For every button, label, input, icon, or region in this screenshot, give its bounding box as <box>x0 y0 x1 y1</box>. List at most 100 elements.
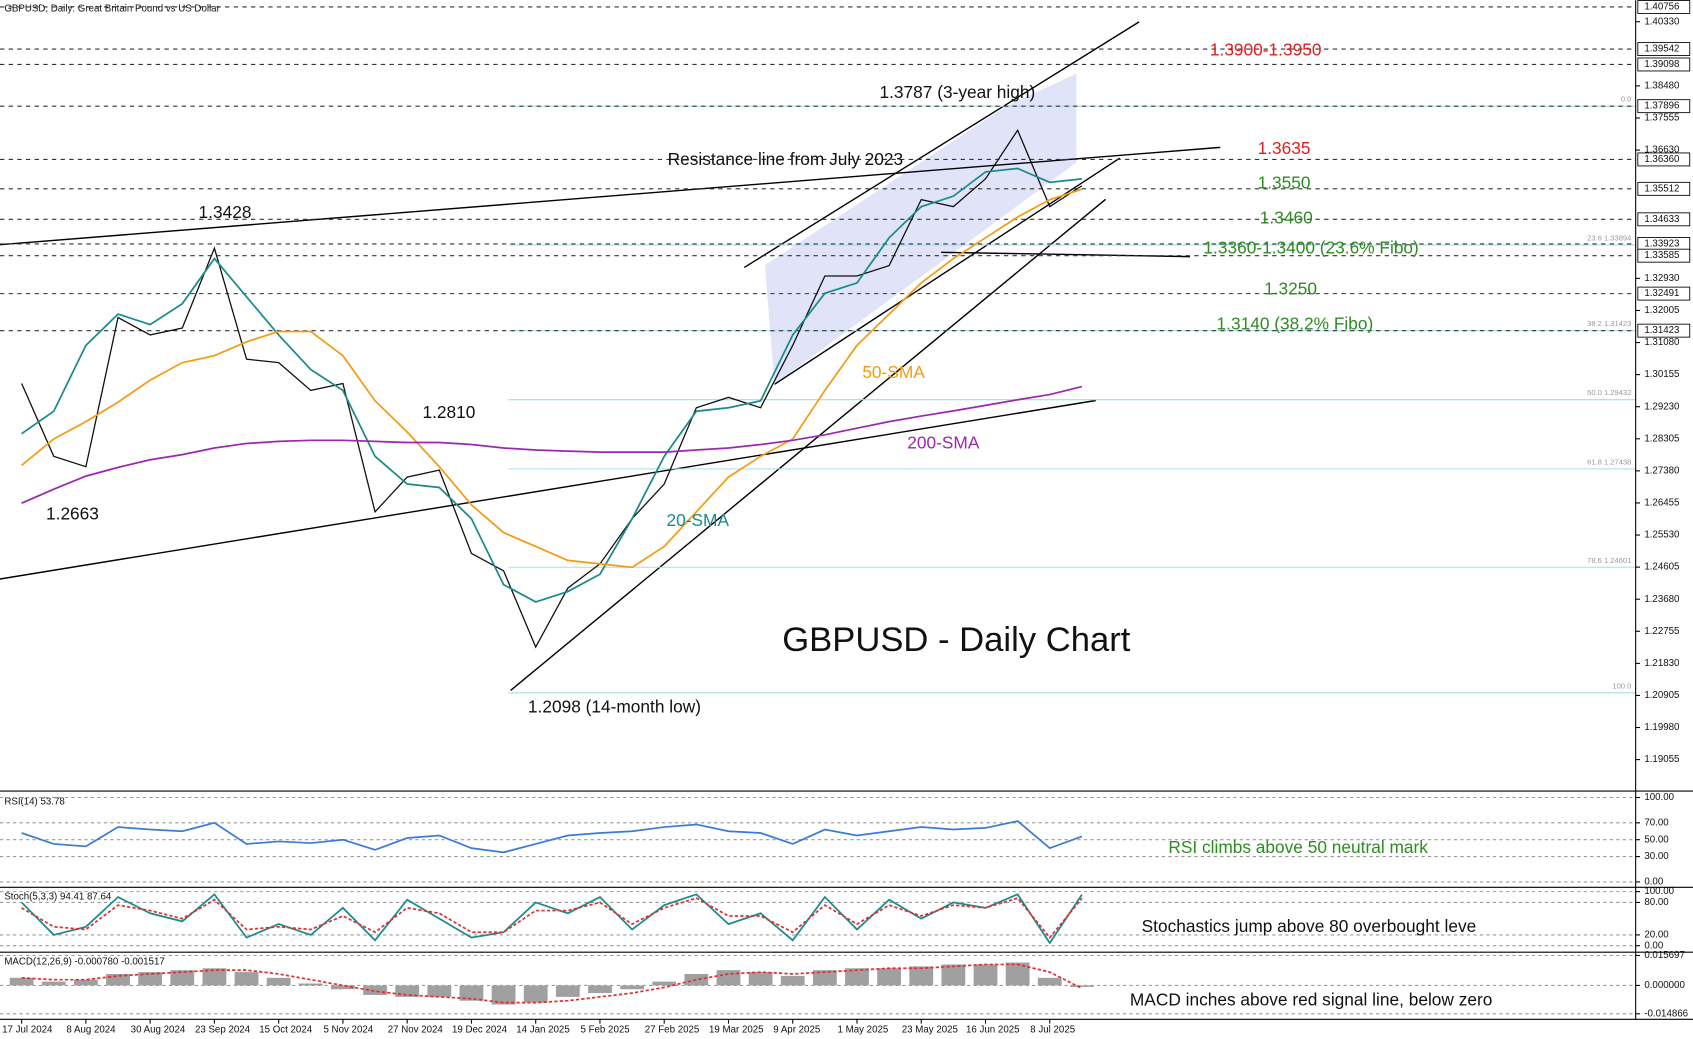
y-tick-label: 1.19980 <box>1644 722 1680 733</box>
y-tick-label: 1.36630 <box>1644 145 1680 156</box>
y-tick-label: 1.31080 <box>1644 337 1680 348</box>
bar <box>1037 977 1062 986</box>
price-line <box>21 128 1083 649</box>
level-box <box>1637 181 1691 196</box>
level-label: 1.37896 <box>1644 101 1679 112</box>
bar <box>941 964 966 986</box>
level-box <box>1637 99 1691 114</box>
annotation: 200-SMA <box>907 432 980 452</box>
level-label: 1.36360 <box>1644 154 1680 165</box>
bar <box>427 985 452 997</box>
bar <box>138 972 163 986</box>
x-tick-label: 23 Sep 2024 <box>195 1025 251 1036</box>
bar <box>363 985 387 995</box>
annotation: 1.2663 <box>46 504 99 524</box>
bar <box>555 985 580 997</box>
annotation: 1.3428 <box>199 202 252 222</box>
bar <box>266 977 291 986</box>
level-label: 1.32491 <box>1644 288 1679 299</box>
annotation: 1.2810 <box>422 402 475 422</box>
fibo-label: 100.0 <box>1612 681 1631 690</box>
bar <box>716 970 741 986</box>
bar <box>652 981 677 986</box>
bar <box>1005 962 1030 986</box>
fibo-label: 23.6 1.33894 <box>1587 233 1631 242</box>
resistance-line <box>0 146 1221 246</box>
y-tick-label: 1.25530 <box>1644 530 1680 541</box>
fibo-label: 38.2 1.31423 <box>1587 319 1631 328</box>
x-tick-label: 14 Jan 2025 <box>516 1025 570 1036</box>
x-tick-label: 16 Jun 2025 <box>966 1025 1020 1036</box>
y-tick-label: 0.00 <box>1644 940 1664 951</box>
bar <box>877 968 902 986</box>
y-tick-label: 30.00 <box>1644 851 1669 862</box>
annotation: 1.3140 (38.2% Fibo) <box>1217 313 1374 333</box>
fibo-label: 50.0 1.29432 <box>1587 388 1631 397</box>
support-line <box>510 198 1107 691</box>
bar <box>73 979 98 986</box>
x-tick-label: 9 Apr 2025 <box>773 1025 820 1036</box>
y-tick-label: -0.014866 <box>1644 1008 1688 1019</box>
y-tick-label: 1.24605 <box>1644 562 1679 573</box>
bar <box>684 973 709 986</box>
y-tick-label: 1.30155 <box>1644 369 1679 380</box>
y-tick-label: 1.29230 <box>1644 401 1680 412</box>
x-tick-label: 8 Jul 2025 <box>1030 1025 1075 1036</box>
fibo-label: 0.0 <box>1621 95 1632 104</box>
annotation: GBPUSD - Daily Chart <box>782 621 1130 659</box>
level-box <box>1637 323 1691 338</box>
x-tick-label: 23 May 2025 <box>902 1025 958 1036</box>
annotation: 1.3550 <box>1258 173 1311 193</box>
bar <box>1069 985 1094 987</box>
bar <box>780 975 805 986</box>
y-tick-label: 1.40330 <box>1644 16 1680 27</box>
bar <box>41 981 66 986</box>
panel-title: Stoch(5,3,3) 94.41 87.64 <box>4 892 112 903</box>
fibo-label: 78.6 1.24601 <box>1587 556 1631 565</box>
y-tick-label: 100.00 <box>1644 792 1674 803</box>
bar <box>202 968 227 986</box>
x-tick-label: 19 Dec 2024 <box>452 1025 508 1036</box>
y-tick-label: 1.37555 <box>1644 113 1679 124</box>
annotation: Resistance line from July 2023 <box>668 149 904 169</box>
panel-title: MACD(12,26,9) -0.000780 -0.001517 <box>4 957 164 968</box>
bar <box>620 985 644 990</box>
indicator-line <box>21 820 1083 854</box>
bar <box>812 970 837 986</box>
bar <box>909 966 934 986</box>
level-box <box>1637 42 1691 56</box>
bar <box>9 977 34 986</box>
channel-upper <box>743 21 1140 269</box>
y-tick-label: 1.19055 <box>1644 754 1679 765</box>
indicator-line <box>21 897 1083 939</box>
bar <box>973 964 998 986</box>
y-tick-label: 1.22755 <box>1644 626 1679 637</box>
annotation: 1.3360-1.3400 (23.6% Fibo) <box>1203 238 1418 258</box>
bar <box>331 985 355 990</box>
y-tick-label: 1.27380 <box>1644 465 1680 476</box>
fibo-zone-line <box>941 251 1190 258</box>
y-tick-label: 0.015697 <box>1644 950 1685 961</box>
sma-line <box>21 188 1083 569</box>
annotation: 1.2098 (14-month low) <box>528 696 701 716</box>
y-tick-label: 1.38480 <box>1644 80 1680 91</box>
annotation: MACD inches above red signal line, below… <box>1130 989 1492 1009</box>
y-tick-label: 0.00 <box>1644 876 1664 887</box>
bar <box>748 972 773 986</box>
y-tick-label: 1.26455 <box>1644 498 1679 509</box>
level-label: 1.35512 <box>1644 183 1679 194</box>
bar <box>845 968 869 986</box>
annotation: 1.3787 (3-year high) <box>880 82 1036 102</box>
annotation: RSI climbs above 50 neutral mark <box>1168 837 1428 857</box>
y-tick-label: 1.32005 <box>1644 305 1679 316</box>
y-tick-label: 1.32930 <box>1644 273 1680 284</box>
annotation: Stochastics jump above 80 overbought lev… <box>1142 916 1477 936</box>
x-tick-label: 15 Oct 2024 <box>259 1025 313 1036</box>
level-box <box>1637 152 1691 167</box>
bar <box>106 973 130 986</box>
sma-line <box>21 385 1083 504</box>
panel-title: RSI(14) 53.78 <box>4 796 65 807</box>
